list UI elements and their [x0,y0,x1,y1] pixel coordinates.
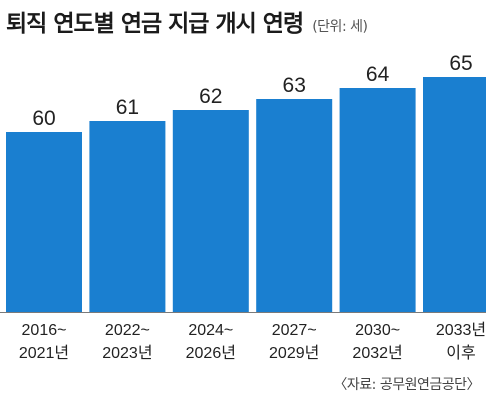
bar-1 [89,121,166,312]
category-label-5-0: 2033년 [436,321,486,339]
category-label-3-0: 2027~ [272,322,317,339]
unit-label: (단위: 세) [312,19,368,35]
category-label-4-0: 2030~ [355,322,400,339]
bar-4 [339,88,416,312]
category-label-0-1: 2021년 [19,344,69,362]
value-label-1: 61 [116,96,139,119]
bar-5 [423,77,486,312]
value-label-4: 64 [366,63,390,86]
category-label-2-1: 2026년 [186,344,236,362]
category-label-1-0: 2022~ [105,322,150,339]
category-label-1-1: 2023년 [102,344,152,362]
value-label-5: 65 [449,52,472,75]
value-label-0: 60 [32,107,55,130]
value-label-3: 63 [283,74,306,97]
bar-0 [6,132,82,312]
category-label-3-1: 2029년 [269,344,319,362]
category-label-4-1: 2032년 [352,344,402,362]
category-label-2-0: 2024~ [188,322,233,339]
chart-title: 퇴직 연도별 연금 지급 개시 연령 [6,11,304,37]
source-note: 〈자료: 공무원연금공단〉 [333,377,480,393]
title-row: 퇴직 연도별 연금 지급 개시 연령 (단위: 세) [6,4,368,38]
bar-2 [172,110,249,312]
bar-3 [256,99,333,312]
category-label-5-1: 이후 [446,344,475,362]
value-label-2: 62 [199,85,222,108]
category-label-0-0: 2016~ [22,322,67,339]
